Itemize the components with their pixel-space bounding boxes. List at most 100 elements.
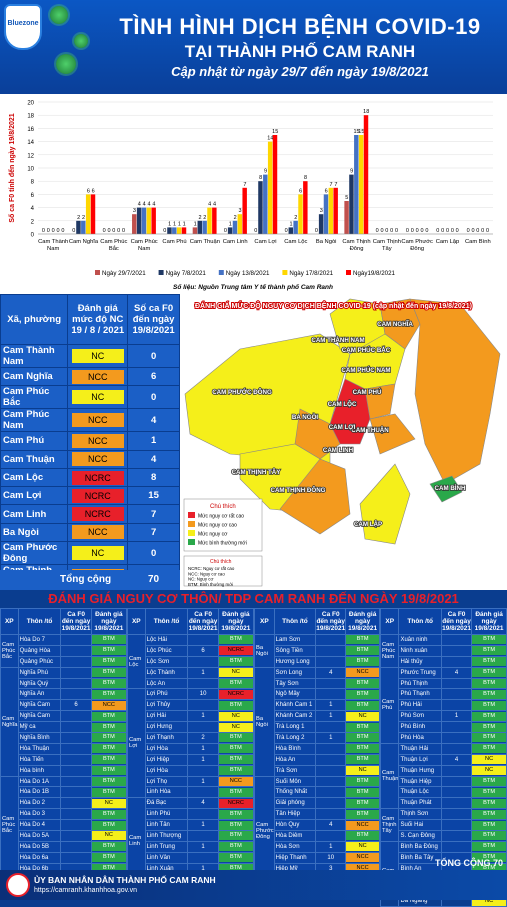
case-count (315, 677, 347, 690)
risk-level: BTM (90, 644, 128, 657)
risk-level: BTM (90, 634, 128, 646)
legend-entry: Mức nguy cơ rất cao (198, 514, 244, 520)
col-header: Đánh giá mức độ NC 19 / 8 / 2021 (67, 294, 129, 345)
case-count (187, 830, 219, 842)
case-count (440, 797, 473, 810)
bar (192, 227, 198, 234)
data-label: 14 (267, 136, 273, 142)
case-count: 1 (187, 710, 219, 723)
risk-level: BTM (90, 764, 128, 777)
case-count: 0 (127, 385, 180, 410)
ward-name: Cam Nghĩa (0, 366, 69, 387)
ward-name: Cam Lợi (0, 486, 69, 506)
data-label: 2 (294, 215, 297, 221)
case-count (315, 753, 347, 766)
x-tick-label: Cam Nghĩa (69, 239, 99, 245)
case-count (315, 721, 347, 734)
village-name: Bình Ba Đông (398, 840, 442, 853)
risk-level: BTM (217, 655, 255, 668)
risk-level: BTM (471, 721, 507, 734)
data-label: 0 (451, 228, 454, 234)
village-name: Hòa bình (17, 764, 62, 777)
table-row: Hòa Do 3 BTM (1, 808, 128, 821)
virus-icon (50, 6, 68, 24)
risk-level: BTM (90, 840, 128, 853)
table-row: Cam Thuận NCC 4 (0, 449, 180, 469)
table-row: Cam Thuận Thuận Hải BTM (379, 742, 507, 810)
table-row: Lợi Thọ 1 NCC (128, 775, 255, 788)
bar (258, 181, 263, 234)
table-row: Lợi Hải 1 NC (128, 710, 255, 723)
table-row: Lợi Thủy BTM (128, 699, 255, 712)
col-header: Đánh giá ngày 19/8/2021 (345, 608, 380, 635)
data-label: 8 (259, 175, 262, 181)
table-row: Thuận Hiệp BTM (381, 775, 507, 788)
data-label: 0 (481, 228, 484, 234)
footer-url[interactable]: https://camranh.khanhhoa.gov.vn (34, 887, 137, 894)
data-label: 0 (42, 228, 45, 234)
village-name: Phú Thạnh (398, 688, 442, 701)
village-name: Hòa Do 2 (17, 797, 62, 810)
risk-level: BTM (345, 797, 380, 810)
case-count (60, 634, 92, 646)
village-name: Sơn Long (273, 666, 317, 679)
data-label: 6 (325, 188, 328, 194)
table-row: Thuận Hưng NC (381, 764, 507, 777)
bar (181, 227, 187, 234)
risk-level: BTM (471, 644, 507, 657)
bluezone-logo: Bluezone (4, 4, 42, 50)
village-name: Hòa Do 3 (17, 808, 62, 821)
legend-entry: NCC: Nguy cơ cao (188, 571, 225, 576)
map-labels: CAM NGHĨA CAM THÀNH NAM CAM PHÚC BẮC CAM PH… (211, 320, 466, 529)
village-name: Lợi Phú (144, 688, 189, 701)
bar (323, 194, 329, 234)
map-label: CAM THỊNH TÂY (232, 469, 282, 476)
data-label: 2 (203, 215, 206, 221)
bar (167, 227, 172, 234)
data-label: 0 (441, 228, 444, 234)
village-name: Thuận Lộc (398, 786, 442, 799)
village-name: Lộc Sơn (144, 655, 189, 668)
village-name: Phú Sơn (398, 710, 442, 723)
risk-level: BTM (90, 655, 128, 668)
risk-level: BTM (217, 742, 255, 755)
bar (333, 187, 338, 234)
case-count (187, 764, 219, 777)
risk-level: NC (471, 764, 507, 777)
y-axis-label: Số ca F0 tính đến ngày 19/8/2021 (8, 113, 16, 222)
table-row: Linh Tân 1 BTM (128, 819, 255, 832)
virus-icon (56, 54, 76, 74)
table-row: Thống Nhất BTM (255, 786, 380, 799)
table-row: Thuận Lộc BTM (381, 786, 507, 799)
y-tick-label: 20 (27, 101, 34, 107)
map-svg: ĐÁNH GIÁ MỨC ĐỘ NGUY CƠ DỊCH BỆNH COVID-… (180, 294, 507, 590)
bar (176, 227, 182, 234)
case-count (440, 840, 473, 853)
case-count (60, 775, 92, 788)
case-count (187, 721, 219, 734)
legend-entry: Mức bình thường mới (198, 541, 247, 547)
case-count: 8 (127, 467, 180, 488)
case-count (440, 786, 473, 799)
case-count: 1 (315, 699, 347, 712)
risk-level: BTM (90, 851, 128, 864)
table-row: Hòa Do 1B BTM (1, 786, 128, 799)
village-name: Phú Bình (398, 721, 442, 734)
village-name: Hiệp Thanh (273, 851, 317, 864)
table-row: Cam Nghĩa NCC 6 (0, 366, 180, 387)
data-label: 0 (467, 228, 470, 234)
data-label: 0 (406, 228, 409, 234)
village-name: Hương Long (273, 655, 317, 668)
case-count (440, 742, 473, 755)
y-tick-label: 12 (27, 153, 34, 159)
y-tick-label: 10 (27, 167, 34, 173)
data-label: 1 (178, 221, 181, 227)
case-count: 1 (127, 431, 180, 451)
risk-level: BTM (471, 786, 507, 799)
table-row: Cam Phúc Bắc Hòa Do 1A BTM (0, 775, 128, 875)
ward-name: Cam Lộc (0, 467, 69, 488)
village-name: Linh Vân (144, 851, 189, 864)
bar (298, 194, 303, 234)
bar (132, 214, 137, 234)
